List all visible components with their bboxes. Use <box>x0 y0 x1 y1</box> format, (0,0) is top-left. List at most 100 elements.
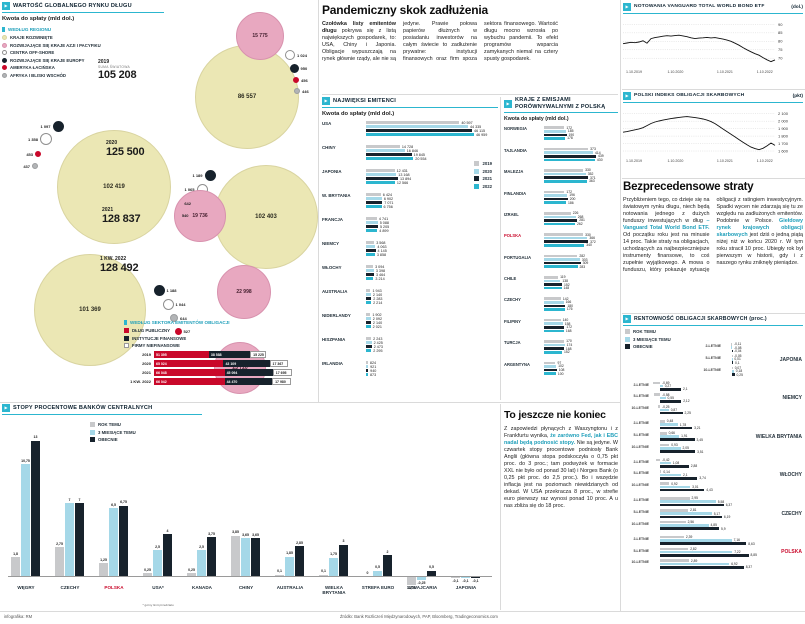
bar <box>544 304 566 308</box>
bar-group: TAJLANDIA 373 414 439 430 <box>504 147 618 162</box>
bar <box>660 520 686 524</box>
year-label: 1 KW. 2022 <box>100 256 127 262</box>
bubble-rozwijaj-ce-si-kraje-azji-i-pacyfiku: 15 775 <box>236 12 284 60</box>
bar-row: 13 894 <box>366 177 411 181</box>
bar <box>366 297 372 300</box>
bar <box>660 473 681 477</box>
bar-value: 1,25 <box>100 557 107 562</box>
article-text: pokrywa się z listą największych gospoda… <box>322 21 558 63</box>
bar-row: 2,81 <box>652 508 730 512</box>
bar-category-label: WĘGRY <box>17 585 35 590</box>
country-label: POLSKA <box>781 549 802 556</box>
legend-color-swatch <box>90 429 95 435</box>
bubble-value-label: 1 097 <box>40 123 51 129</box>
bar <box>99 563 108 576</box>
bar-rows: 6 424 6 902 7 071 6 756 <box>366 193 393 209</box>
bar <box>366 149 405 152</box>
bar-rows: 97 102 108 100 <box>544 361 564 376</box>
bar-row: 4 145 <box>366 249 387 253</box>
bubble-rozwijaj-ce-si-kraje-azji-i-pacyfiku: 22 998 <box>217 265 271 319</box>
bar-row: 303 <box>544 258 588 262</box>
country-group: WIELKA BRYTANIA 2-LETNIE 0,48 1,78 3,21 5-LET… <box>626 419 802 454</box>
sector-segment: 15 225 <box>250 351 267 358</box>
divider <box>0 611 805 612</box>
bar-value: -0,04 <box>733 348 742 353</box>
maturity-row: 2-LETNIE 2,39 7,16 8,63 <box>626 535 802 546</box>
bar <box>366 337 372 340</box>
article-text: Przybliżeniem tego, co dzieje się na świ… <box>623 197 710 225</box>
bar-value: 2,85 <box>296 540 303 545</box>
maturity-label: 2-LETNIE <box>633 421 649 426</box>
bar-row: 185 <box>544 129 574 133</box>
bar-row: 102 <box>544 364 564 368</box>
legend-color-swatch <box>625 344 630 349</box>
bar <box>366 321 371 324</box>
year-total-block: 2020 125 500 <box>106 140 145 158</box>
bubble-value-label: 644 <box>180 315 187 321</box>
maturity-label: 10-LETNIE <box>631 444 649 449</box>
article-highlight: że zarówno Fed, jak i EBC nadal będą pod… <box>504 432 619 446</box>
bar <box>11 557 20 576</box>
legend-color-swatch <box>474 183 480 189</box>
bar <box>544 368 557 372</box>
bar <box>732 373 735 376</box>
bar-value: 2,5 <box>199 544 204 549</box>
bar-rows: 40 597 44 335 46 115 46 959 <box>366 121 487 137</box>
section-marker-icon: ▶ <box>2 404 10 412</box>
legend-color-swatch <box>474 176 480 181</box>
bar-value: 178 <box>567 136 573 141</box>
bar-row: 178 <box>544 136 574 141</box>
y-tick-label: 1 700 <box>778 141 789 146</box>
bar <box>153 550 162 576</box>
sector-bar-row: 2020 65 024 43 109 17 367 <box>124 360 316 367</box>
sector-segment: 51 395 <box>154 351 209 358</box>
legend-color-swatch <box>2 50 7 55</box>
bar-row: 8,85 <box>652 553 757 557</box>
sector-segment-value: 66 042 <box>156 379 167 384</box>
bar-value: 6,75 <box>120 500 127 505</box>
bar <box>544 347 564 350</box>
bar-value: 0,1 <box>277 569 282 574</box>
bar <box>366 217 377 220</box>
bar-value: -0,11 <box>733 342 742 347</box>
section-header: ▶ STOPY PROCENTOWE BANKÓW CENTRALNYCH <box>2 404 202 415</box>
bar-category-label: NIEMCY <box>322 241 340 246</box>
bar-value: 2,12 <box>683 399 690 404</box>
bar-value: 3 858 <box>376 252 387 257</box>
bar-value: 4 063 <box>377 244 387 249</box>
maturity-row: 2-LETNIE -0,42 1,08 2,88 <box>626 458 802 469</box>
legend-color-swatch <box>2 57 7 63</box>
bar-row: 3 094 <box>366 265 385 269</box>
legend-item: ROZWIJAJĄCE SIĘ KRAJE EUROPY <box>2 57 132 63</box>
bar-row: -0,05 <box>724 354 742 358</box>
bar <box>197 550 206 576</box>
bar-rows: 12 431 13 168 13 894 12 566 <box>366 169 411 185</box>
bar-row: 6,19 <box>652 515 730 519</box>
bar-value: 0,25 <box>188 567 195 572</box>
legend-item: ROK TEMU <box>90 422 136 427</box>
x-tick-label: 1.10.2022 <box>757 70 773 74</box>
bar-row: 140 <box>544 318 572 322</box>
y-tick-label: 70 <box>778 56 783 61</box>
article-text: jest dziś o jedną piątą niżej niż w końc… <box>716 232 804 267</box>
legend-item: ROZWIJAJĄCE SIĘ KRAJE AZJI I PACYFIKU <box>2 42 132 48</box>
sector-segment-value: 17 367 <box>272 361 284 366</box>
maturity-label: 2-LETNIE <box>633 498 649 503</box>
article-text: Od początku roku jest na minusie 14 proc… <box>623 197 803 274</box>
bar-value: 3,51 <box>697 449 704 454</box>
bar-row: 6 756 <box>366 205 393 209</box>
bar <box>660 482 670 485</box>
bar <box>366 361 368 364</box>
legend-color-swatch <box>90 437 95 442</box>
bar <box>366 369 369 372</box>
bar-category-label: CHINY <box>322 145 336 150</box>
bar-value: 12 566 <box>396 180 409 185</box>
bar-category-label: CHINY <box>238 585 254 590</box>
bar <box>143 573 152 576</box>
bar <box>660 550 733 554</box>
bar-value: 20 554 <box>415 156 427 161</box>
bar <box>660 447 681 450</box>
bar-group: NIEMCY 3 568 4 063 4 145 3 858 <box>322 241 498 257</box>
bar-value: 172 <box>566 125 573 130</box>
bar-row: 0,1 <box>724 361 742 365</box>
